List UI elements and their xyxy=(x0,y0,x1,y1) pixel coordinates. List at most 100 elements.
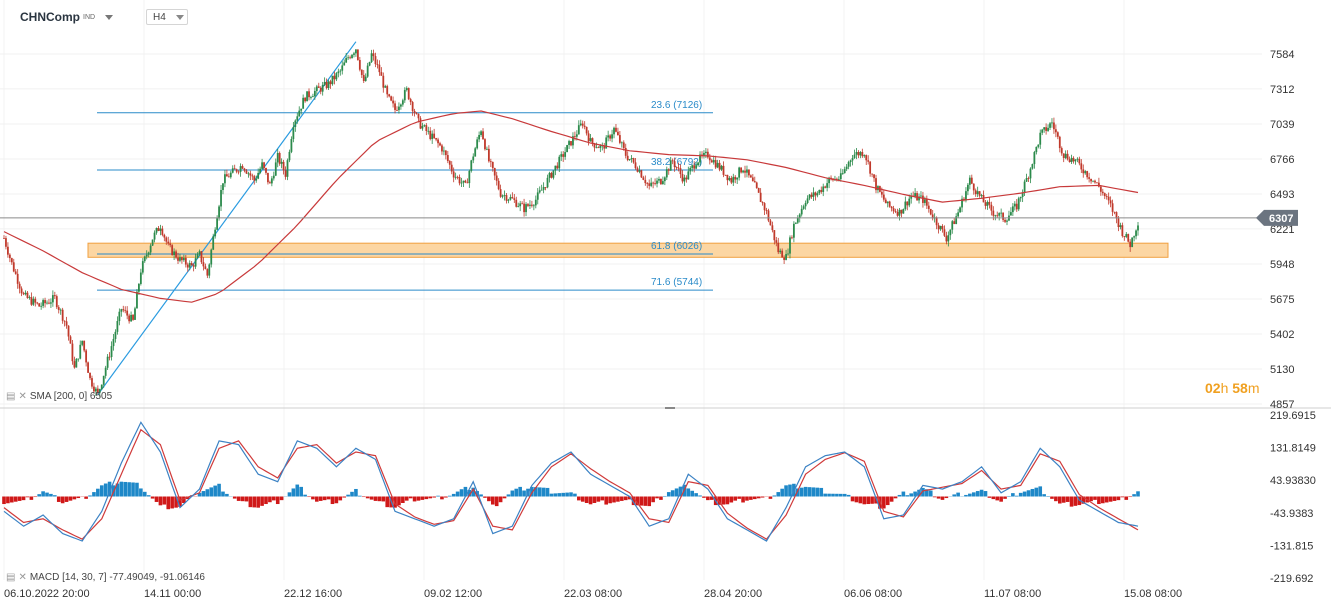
macd-histogram-bar xyxy=(21,496,26,501)
candle-body xyxy=(1103,193,1106,197)
macd-histogram-bar xyxy=(131,482,135,497)
macd-histogram-bar xyxy=(350,491,354,497)
price-tick-label: 5402 xyxy=(1270,329,1294,341)
candle-body xyxy=(263,162,265,168)
candle-body xyxy=(693,165,696,169)
time-tick-label: 22.03 08:00 xyxy=(564,588,622,600)
candle-body xyxy=(298,110,301,117)
macd-histogram-bar xyxy=(361,496,366,498)
macd-histogram-bar xyxy=(643,496,648,506)
candle-body xyxy=(607,135,610,138)
macd-histogram-bar xyxy=(1003,496,1007,499)
candle-body xyxy=(611,134,613,139)
candle-body xyxy=(134,308,136,320)
macd-histogram-bar xyxy=(827,493,831,497)
candle-body xyxy=(789,237,791,254)
candle-body xyxy=(16,273,19,284)
macd-histogram-bar xyxy=(608,496,612,504)
macd-histogram-bar xyxy=(709,496,714,500)
macd-histogram-bar xyxy=(295,484,300,497)
macd-histogram-bar xyxy=(1124,496,1129,500)
candle-body xyxy=(759,192,762,203)
candle-body xyxy=(939,225,942,230)
candle-body xyxy=(976,191,979,195)
candle-body xyxy=(255,178,258,181)
candle-body xyxy=(630,158,633,160)
candle-body xyxy=(675,167,678,168)
candle-body xyxy=(128,315,131,322)
candle-body xyxy=(1084,171,1087,174)
timeframe-selector[interactable]: H4 xyxy=(146,9,188,25)
candle-body xyxy=(85,350,88,363)
macd-histogram-bar xyxy=(952,494,957,497)
candle-body xyxy=(302,97,305,109)
candle-body xyxy=(851,158,854,161)
macd-histogram-bar xyxy=(514,488,519,497)
macd-histogram-bar xyxy=(725,496,730,505)
candle-body xyxy=(783,257,786,260)
price-tick-label: 7312 xyxy=(1270,84,1294,96)
candle-body xyxy=(81,340,84,345)
candle-body xyxy=(722,165,725,175)
candle-body xyxy=(927,205,930,209)
candle-body xyxy=(20,288,23,294)
candle-body xyxy=(487,148,490,162)
candle-body xyxy=(714,160,717,168)
candle-body xyxy=(890,206,893,209)
candle-body xyxy=(321,84,324,92)
macd-histogram-bar xyxy=(135,482,139,497)
candle-body xyxy=(734,176,737,180)
candle-body xyxy=(102,375,105,385)
macd-histogram-bar xyxy=(275,496,280,505)
countdown-minutes-unit: m xyxy=(1247,380,1260,396)
macd-histogram-bar xyxy=(311,496,315,500)
macd-histogram-bar xyxy=(706,496,710,501)
candle-body xyxy=(163,234,166,238)
macd-histogram-bar xyxy=(1057,496,1062,504)
current-price-text: 6307 xyxy=(1269,213,1293,225)
settings-icon[interactable]: ▤ xyxy=(6,391,16,402)
macd-histogram-bar xyxy=(252,496,257,508)
candle-body xyxy=(1074,159,1077,162)
candle-body xyxy=(143,256,146,262)
macd-histogram-bar xyxy=(483,496,487,498)
candle-body xyxy=(910,195,913,199)
candle-body xyxy=(836,178,838,180)
fib-level-label: 38.2 (6792) xyxy=(651,157,702,168)
sma-indicator-label[interactable]: ▤ ✕ SMA [200, 0] 6505 xyxy=(6,391,112,402)
candle-body xyxy=(292,126,295,140)
macd-histogram-bar xyxy=(1069,496,1074,507)
candle-body xyxy=(642,177,645,180)
macd-histogram-bar xyxy=(385,496,390,508)
macd-histogram-bar xyxy=(530,486,534,497)
macd-histogram-bar xyxy=(373,496,378,501)
candle-body xyxy=(482,131,484,140)
close-icon[interactable]: ✕ xyxy=(18,391,27,402)
candle-body xyxy=(456,176,459,178)
macd-histogram-bar xyxy=(401,496,405,503)
macd-histogram-bar xyxy=(1136,491,1140,497)
candle-body xyxy=(1117,218,1120,228)
macd-histogram-bar xyxy=(819,487,824,497)
candle-body xyxy=(661,181,664,185)
candle-body xyxy=(380,72,383,76)
symbol-selector[interactable]: CHNComp IND xyxy=(20,10,114,24)
candle-body xyxy=(691,165,694,168)
candle-body xyxy=(706,151,709,158)
settings-icon[interactable]: ▤ xyxy=(6,572,16,583)
macd-histogram-bar xyxy=(1042,494,1046,497)
macd-indicator-label[interactable]: ▤ ✕ MACD [14, 30, 7] -77.49049, -91.06146 xyxy=(6,572,205,583)
candle-body xyxy=(986,201,989,206)
candle-body xyxy=(1037,144,1040,147)
macd-histogram-bar xyxy=(561,492,565,497)
candle-body xyxy=(943,229,946,236)
candle-body xyxy=(867,160,870,162)
macd-histogram-bar xyxy=(807,487,812,497)
candle-body xyxy=(654,183,656,185)
close-icon[interactable]: ✕ xyxy=(18,572,27,583)
macd-histogram-bar xyxy=(592,496,597,503)
candle-body xyxy=(484,139,486,150)
macd-histogram-bar xyxy=(142,491,147,497)
macd-histogram-bar xyxy=(870,496,874,504)
